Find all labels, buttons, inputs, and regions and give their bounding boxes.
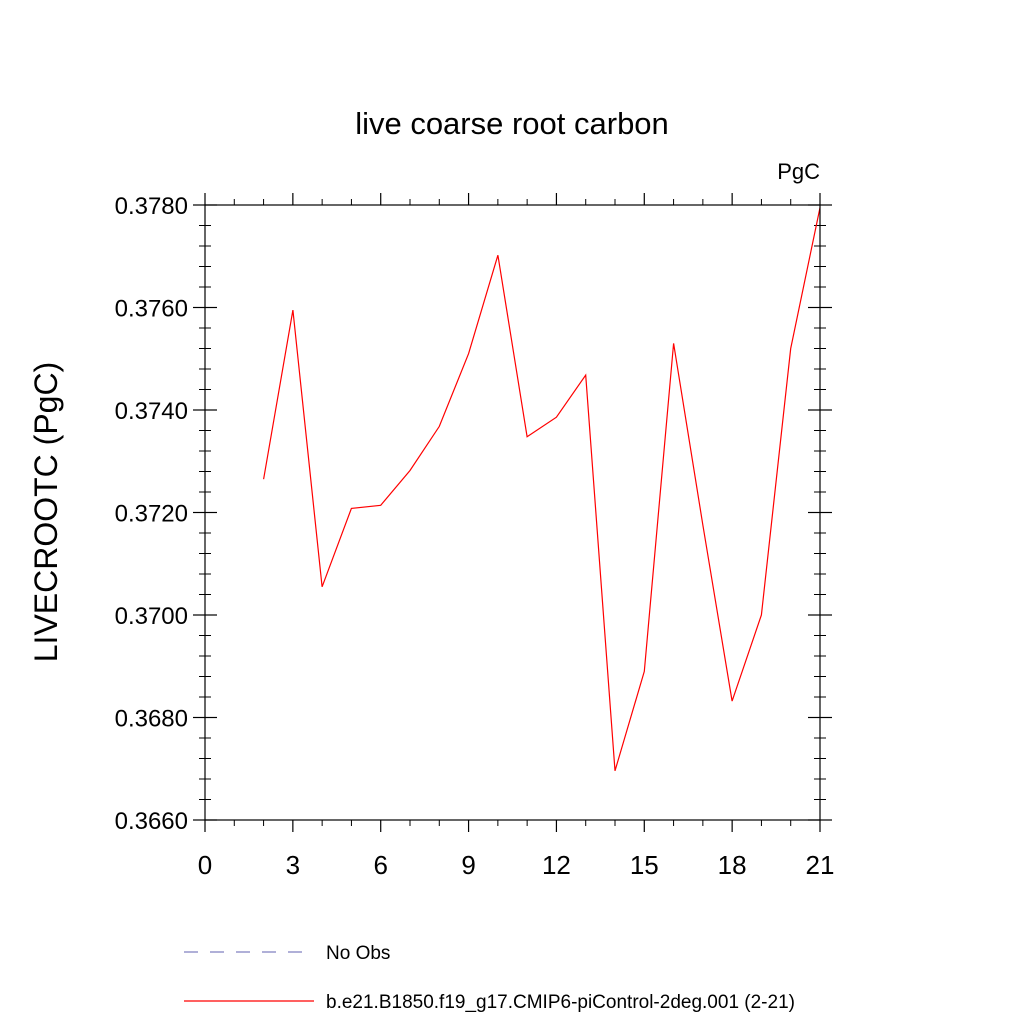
series-line [263, 207, 821, 771]
units-label: PgC [777, 159, 820, 184]
y-axis-label: LIVECROOTC (PgC) [28, 362, 64, 662]
x-tick-label: 0 [198, 850, 212, 880]
y-tick-label: 0.3780 [115, 193, 188, 220]
legend: No Obs b.e21.B1850.f19_g17.CMIP6-piContro… [184, 943, 795, 1013]
y-tick-label: 0.3680 [115, 706, 188, 733]
y-tick-label: 0.3700 [115, 603, 188, 630]
y-tick-label: 0.3720 [115, 501, 188, 528]
x-tick-label: 3 [286, 850, 300, 880]
x-tick-label: 18 [718, 850, 747, 880]
plot-frame [204, 204, 821, 821]
y-tick-label: 0.3660 [115, 808, 188, 835]
x-tick-label: 9 [461, 850, 475, 880]
x-tick-label: 21 [806, 850, 835, 880]
y-tick-label: 0.3760 [115, 296, 188, 323]
legend-label: No Obs [326, 943, 390, 964]
x-tick-labels: 0 3 6 9 12 15 18 21 [198, 850, 835, 880]
series-layer [263, 207, 821, 771]
y-tick-label: 0.3740 [115, 398, 188, 425]
axis-ticks [193, 193, 832, 832]
chart-title: live coarse root carbon [355, 106, 669, 141]
x-tick-label: 6 [373, 850, 387, 880]
y-tick-labels: 0.3660 0.3680 0.3700 0.3720 0.3740 0.3760 0.37… [115, 193, 188, 835]
legend-label: b.e21.B1850.f19_g17.CMIP6-piControl-2deg… [326, 992, 795, 1013]
x-tick-label: 15 [630, 850, 659, 880]
x-tick-label: 12 [542, 850, 571, 880]
